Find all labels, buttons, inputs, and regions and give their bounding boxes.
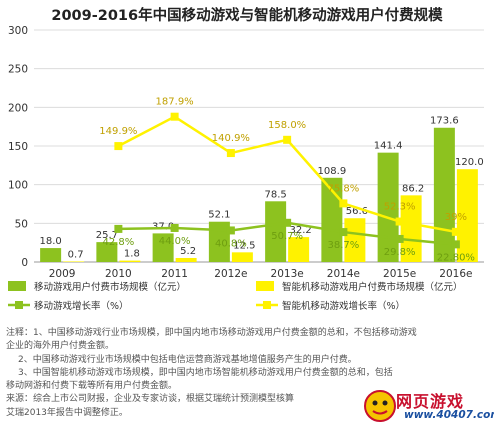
legend-entry: 移动游戏增长率（%） bbox=[34, 300, 129, 312]
bar-value-label: 32.2 bbox=[289, 225, 311, 236]
bar bbox=[344, 218, 366, 262]
footnote-3-cont: 移动网游和付费下载等所有用户付费金额。 bbox=[6, 381, 178, 392]
x-tick-label: 2010 bbox=[105, 268, 132, 280]
legend-swatch bbox=[256, 281, 274, 291]
x-tick-label: 2016e bbox=[439, 268, 472, 280]
bar bbox=[321, 177, 343, 262]
bar-value-label: 5.2 bbox=[180, 246, 196, 257]
footnote-3: 3、中国智能机移动游戏市场规模，即中国内地市场智能机移动游戏用户付费金额的总和，… bbox=[18, 367, 393, 378]
legend-entry: 移动游戏用户付费市场规模（亿元） bbox=[34, 281, 186, 293]
x-tick-label: 2013e bbox=[271, 268, 304, 280]
line-point bbox=[339, 228, 348, 237]
line-value-label: 75.8% bbox=[327, 183, 359, 194]
y-tick-label: 100 bbox=[8, 180, 28, 192]
bar bbox=[400, 195, 422, 262]
bar-value-label: 0.7 bbox=[68, 249, 84, 260]
line-value-label: 42.8% bbox=[102, 237, 134, 248]
line-point bbox=[226, 149, 235, 158]
bar-value-label: 78.5 bbox=[264, 189, 286, 200]
x-tick-label: 2014e bbox=[327, 268, 360, 280]
line-value-label: 52.3% bbox=[384, 202, 416, 213]
bar-value-label: 18.0 bbox=[39, 236, 61, 247]
line-value-label: 149.9% bbox=[99, 126, 137, 137]
chart-svg: 0 50 100 150 200 250 300 18.0 25.7 37.0 52.1 78.5 10… bbox=[8, 25, 484, 312]
watermark-logo: 网页游戏 www.40407.com bbox=[360, 384, 494, 430]
line-point bbox=[114, 142, 123, 151]
bar-value-label: 56.6 bbox=[346, 206, 368, 217]
bar-value-label: 120.0 bbox=[455, 157, 484, 168]
x-tick-label: 2009 bbox=[49, 268, 76, 280]
bar-value-label: 86.2 bbox=[402, 183, 424, 194]
line-value-label: 140.9% bbox=[212, 133, 250, 144]
bar bbox=[208, 221, 230, 262]
line-value-label: 29.8% bbox=[384, 247, 416, 258]
legend-swatch bbox=[8, 281, 26, 291]
line-point bbox=[451, 227, 460, 236]
mascot-icon bbox=[364, 390, 396, 422]
x-tick-label: 2015e bbox=[383, 268, 416, 280]
y-tick-label: 0 bbox=[21, 257, 28, 269]
watermark-url: www.40407.com bbox=[404, 409, 494, 421]
x-tick-label: 2011 bbox=[161, 268, 188, 280]
line-value-label: 38.7% bbox=[327, 240, 359, 251]
line-value-label: 187.9% bbox=[156, 97, 194, 108]
bar bbox=[63, 261, 85, 262]
bar bbox=[377, 152, 399, 262]
bar-value-label: 141.4 bbox=[374, 141, 403, 152]
bar bbox=[119, 260, 141, 262]
line-value-label: 50.7% bbox=[271, 231, 303, 242]
bar bbox=[152, 233, 174, 262]
line-point bbox=[226, 226, 235, 235]
bar bbox=[456, 169, 478, 262]
line-point bbox=[451, 240, 460, 249]
y-tick-label: 50 bbox=[15, 218, 28, 230]
watermark-text: 网页游戏 bbox=[396, 392, 465, 411]
y-tick-label: 150 bbox=[8, 141, 28, 153]
bar-value-label: 108.9 bbox=[318, 166, 347, 177]
footnote-1: 注释：1、中国移动游戏行业市场规模，即中国内地市场移动游戏用户付费金额的总和，不… bbox=[6, 328, 417, 338]
bar bbox=[288, 237, 310, 262]
bar-value-label: 1.8 bbox=[124, 249, 140, 260]
y-tick-label: 250 bbox=[8, 64, 28, 76]
bar bbox=[265, 201, 287, 262]
bar bbox=[175, 257, 197, 262]
bar-value-label: 12.5 bbox=[233, 240, 255, 251]
line-point bbox=[283, 218, 292, 227]
line-value-label: 22.80% bbox=[437, 252, 475, 263]
chart-title: 2009-2016年中国移动游戏与智能机移动游戏用户付费规模 bbox=[51, 8, 443, 24]
bar bbox=[40, 248, 62, 262]
line-point bbox=[395, 234, 404, 243]
footnotes: 注释：1、中国移动游戏行业市场规模，即中国内地市场移动游戏用户付费金额的总和，不… bbox=[6, 327, 490, 420]
bar-value-label: 52.1 bbox=[208, 210, 230, 221]
bar-value-label: 25.7 bbox=[96, 230, 118, 241]
line-value-label: 40.8% bbox=[215, 238, 247, 249]
bar-value-label: 37.0 bbox=[152, 221, 174, 232]
footnote-2: 2、中国移动游戏行业市场规模中包括电信运营商游戏基地增值服务产生的用户付费。 bbox=[18, 354, 357, 365]
line-value-label: 44.0% bbox=[159, 236, 191, 247]
legend-entry: 智能机移动游戏用户付费市场规模（亿元） bbox=[282, 281, 463, 293]
footnote-1-cont: 企业的海外用户付费金额。 bbox=[6, 341, 115, 352]
legend-marker bbox=[15, 301, 23, 309]
line-point bbox=[283, 135, 292, 144]
line-value-label: 158.0% bbox=[268, 120, 306, 131]
line-point bbox=[170, 223, 179, 232]
line-point bbox=[170, 112, 179, 121]
bar bbox=[231, 252, 253, 262]
y-tick-label: 300 bbox=[8, 25, 28, 37]
source-note-cont: 艾瑞2013年报告中调整修正。 bbox=[6, 407, 128, 418]
source-note: 来源：综合上市公司财报，企业及专家访谈，根据艾瑞统计预测模型核算 bbox=[6, 394, 295, 405]
legend-marker bbox=[263, 301, 271, 309]
bar-value-label: 173.6 bbox=[430, 116, 459, 127]
line-point bbox=[114, 224, 123, 233]
y-tick-label: 200 bbox=[8, 102, 28, 114]
bar bbox=[96, 242, 118, 262]
line-point bbox=[339, 199, 348, 208]
line-point bbox=[395, 217, 404, 226]
legend-entry: 智能机移动游戏增长率（%） bbox=[282, 300, 405, 312]
x-tick-label: 2012e bbox=[214, 268, 247, 280]
line-value-label: 39% bbox=[445, 212, 467, 223]
